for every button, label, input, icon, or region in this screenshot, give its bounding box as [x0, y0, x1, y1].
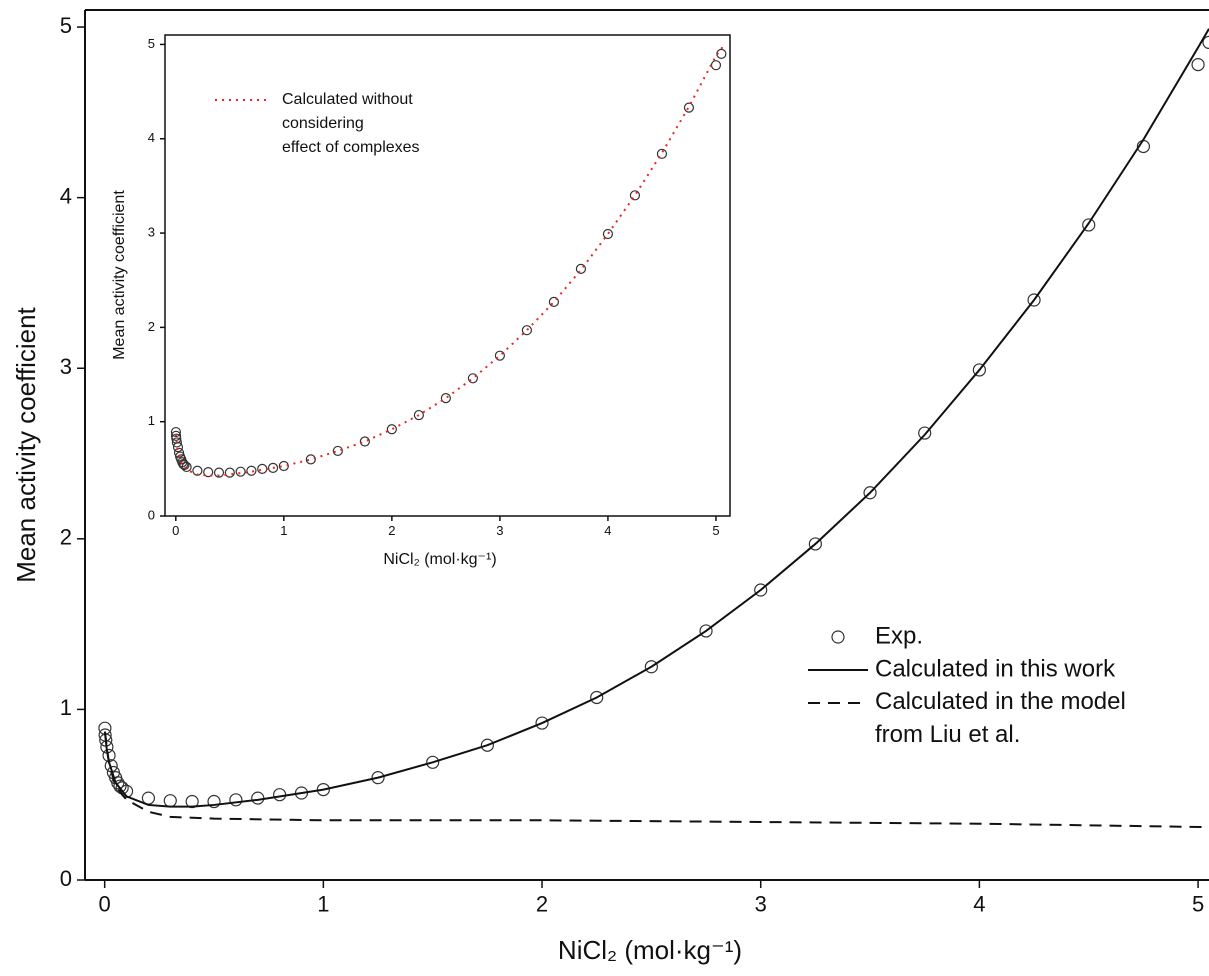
data-point [413, 409, 424, 421]
data-point [480, 738, 494, 752]
data-point [111, 776, 125, 790]
y-tick-label: 5 [148, 36, 155, 51]
y-axis-label: Mean activity coefficient [11, 306, 41, 582]
data-point [267, 462, 279, 473]
x-tick-label: 0 [99, 891, 111, 916]
plot-area [170, 43, 727, 478]
x-tick-label: 4 [973, 891, 985, 916]
y-tick-label: 3 [148, 224, 155, 239]
data-point [171, 437, 182, 448]
plot-area [98, 28, 1209, 829]
data-point [656, 148, 668, 159]
data-point [1202, 35, 1209, 50]
legend-label: Exp. [875, 622, 923, 649]
data-point [590, 690, 604, 705]
data-point [440, 393, 451, 404]
data-point [644, 660, 658, 674]
y-tick-label: 0 [148, 507, 155, 522]
data-point [386, 424, 397, 435]
data-point [699, 624, 713, 638]
x-axis-label: NiCl₂ (mol·kg⁻¹) [558, 935, 742, 965]
data-point [535, 716, 549, 730]
data-point [575, 263, 587, 274]
data-point [1191, 57, 1205, 72]
data-point [1027, 293, 1041, 307]
data-point [246, 465, 257, 476]
data-point [170, 426, 182, 438]
series-line [103, 731, 1209, 829]
data-point [273, 788, 287, 802]
data-point [224, 467, 235, 478]
data-point [179, 459, 190, 471]
y-tick-label: 1 [148, 413, 155, 428]
data-point [207, 794, 221, 809]
data-point [181, 461, 192, 473]
series-line [103, 28, 1209, 808]
data-point [1082, 218, 1096, 232]
data-point [213, 467, 225, 478]
legend-label: Calculated in the model from Liu et al. [875, 688, 1126, 748]
x-tick-label: 1 [280, 523, 287, 538]
legend-label: Calculated without considering effect of c… [282, 91, 420, 156]
data-point [972, 363, 986, 377]
data-point [521, 325, 533, 336]
data-point [863, 486, 877, 500]
x-tick-label: 0 [172, 523, 179, 538]
x-axis-label: NiCl₂ (mol·kg⁻¹) [383, 551, 496, 568]
data-point [371, 771, 385, 785]
plot-frame [164, 34, 731, 517]
y-tick-label: 4 [60, 183, 72, 208]
x-tick-label: 5 [712, 523, 719, 538]
data-point [251, 791, 265, 805]
data-point [235, 466, 246, 477]
data-point [229, 793, 243, 807]
data-point [426, 755, 440, 769]
y-axis-label: Mean activity coefficient [111, 190, 128, 360]
data-point [359, 436, 370, 447]
data-point [548, 296, 560, 308]
y-tick-label: 4 [148, 130, 155, 145]
data-point [754, 583, 768, 597]
data-point [918, 426, 932, 440]
x-tick-label: 3 [496, 523, 503, 538]
y-tick-label: 1 [60, 695, 72, 720]
x-tick-label: 3 [755, 891, 767, 916]
data-point [683, 102, 695, 113]
data-point [494, 350, 505, 361]
legend-marker [831, 630, 845, 644]
data-point [172, 442, 184, 453]
x-tick-label: 5 [1192, 891, 1204, 916]
data-point [332, 445, 343, 457]
x-tick-label: 4 [604, 523, 611, 538]
data-point [178, 459, 189, 470]
y-tick-label: 3 [60, 354, 72, 379]
y-tick-label: 5 [60, 13, 72, 38]
legend-label: Calculated in this work [875, 655, 1116, 682]
y-tick-label: 0 [60, 866, 72, 891]
data-point [467, 373, 478, 384]
x-tick-label: 1 [317, 891, 329, 916]
data-point [629, 190, 641, 201]
data-point [278, 460, 289, 472]
x-tick-label: 2 [536, 891, 548, 916]
x-tick-label: 2 [388, 523, 395, 538]
y-tick-label: 2 [148, 319, 155, 334]
data-point [808, 537, 822, 551]
data-point [602, 228, 614, 240]
data-point [203, 467, 214, 478]
data-point [305, 454, 316, 465]
data-point [163, 794, 177, 808]
y-tick-label: 2 [60, 525, 72, 550]
